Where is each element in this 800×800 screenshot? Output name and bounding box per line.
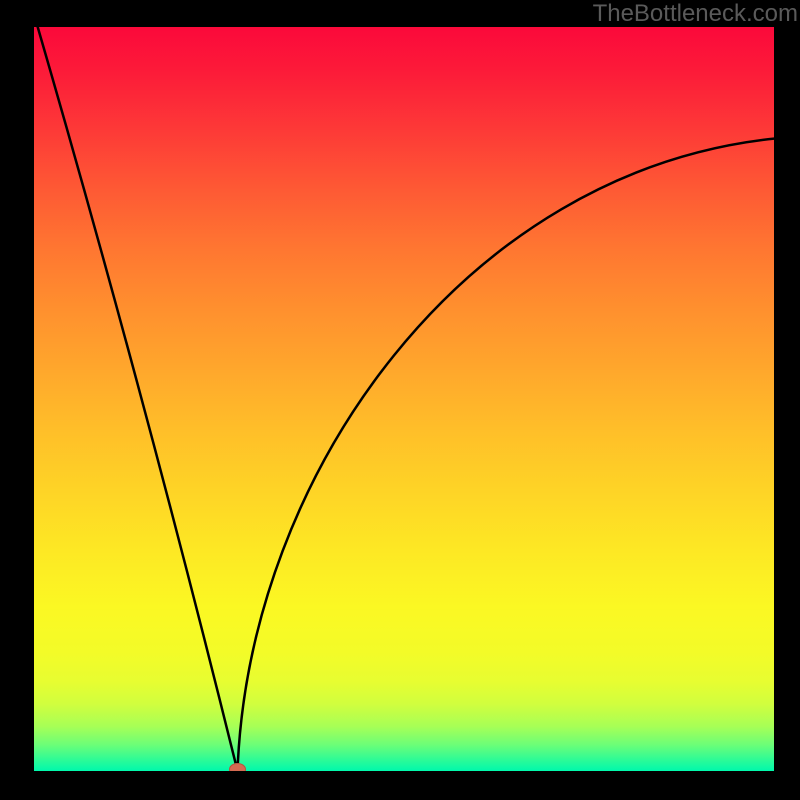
- plot-area: [34, 27, 774, 771]
- watermark-text: TheBottleneck.com: [593, 0, 798, 28]
- frame-right: [774, 0, 800, 800]
- frame-left: [0, 0, 34, 800]
- gradient-background: [34, 27, 774, 771]
- frame-bottom: [0, 771, 800, 800]
- chart-stage: TheBottleneck.com: [0, 0, 800, 800]
